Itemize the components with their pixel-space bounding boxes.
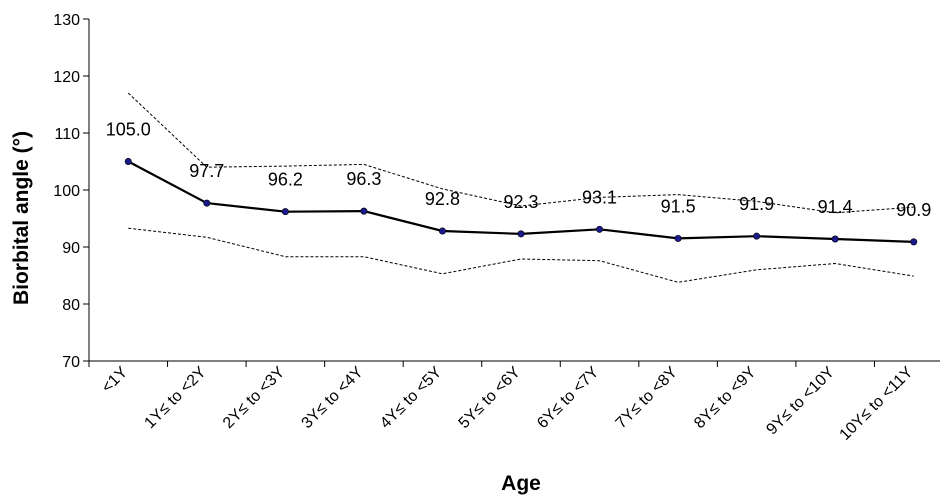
y-axis-title: Biorbital angle (°)	[10, 131, 33, 305]
x-tick-label: 9Y≤ to <10Y	[763, 364, 838, 439]
y-tick-label: 120	[53, 69, 80, 86]
data-label: 93.1	[582, 187, 617, 207]
data-label: 105.0	[106, 120, 151, 140]
x-axis-title: Age	[501, 472, 541, 495]
upper-series-line	[127, 92, 914, 214]
y-tick-label: 130	[53, 12, 80, 29]
x-tick-label: 2Y≤ to <3Y	[220, 364, 288, 432]
x-tick-label: 10Y≤ to <11Y	[837, 364, 917, 444]
data-label: 96.2	[268, 170, 303, 190]
mean-point	[596, 225, 604, 233]
y-tick-label: 70	[62, 354, 80, 371]
mean-point	[124, 158, 132, 166]
y-tick-label: 80	[62, 297, 80, 314]
mean-point	[753, 232, 761, 240]
mean-point	[517, 230, 525, 238]
mean-point	[831, 235, 839, 243]
x-tick-label: 3Y≤ to <4Y	[299, 364, 367, 432]
y-tick-label: 100	[53, 183, 80, 200]
data-label: 91.9	[739, 194, 774, 214]
mean-point	[910, 238, 918, 246]
data-label: 97.7	[189, 161, 224, 181]
x-tick-label: 6Y≤ to <7Y	[534, 364, 602, 432]
x-axis: <1Y 1Y≤ to <2Y 2Y≤ to <3Y 3Y≤ to <4Y 4Y≤ to …	[88, 360, 940, 444]
x-tick-label: 7Y≤ to <8Y	[613, 364, 681, 432]
x-tick-label: 4Y≤ to <5Y	[377, 364, 445, 432]
y-tick-label: 90	[62, 240, 80, 257]
data-label: 91.5	[661, 196, 696, 216]
mean-point	[281, 208, 289, 216]
y-tick-label: 110	[54, 126, 80, 143]
data-label: 91.4	[818, 197, 853, 217]
mean-point	[360, 207, 368, 215]
x-tick-label: <1Y	[99, 364, 132, 397]
plot-series	[124, 92, 918, 283]
lower-series-line	[128, 227, 914, 283]
mean-point	[438, 227, 446, 235]
x-tick-label: 1Y≤ to <2Y	[141, 364, 209, 432]
data-labels: 105.0 97.7 96.2 96.3 92.8 92.3 93.1 91.5 91.9 91.…	[106, 120, 932, 220]
data-label: 90.9	[896, 200, 931, 220]
mean-point	[203, 199, 211, 207]
mean-point	[674, 234, 682, 242]
data-label: 92.3	[503, 192, 538, 212]
x-tick-label: 5Y≤ to <6Y	[456, 364, 524, 432]
data-label: 92.8	[425, 189, 460, 209]
y-axis: 70 80 90 100 110 120 130	[53, 12, 90, 371]
data-label: 96.3	[346, 169, 381, 189]
x-tick-label: 8Y≤ to <9Y	[691, 364, 759, 432]
